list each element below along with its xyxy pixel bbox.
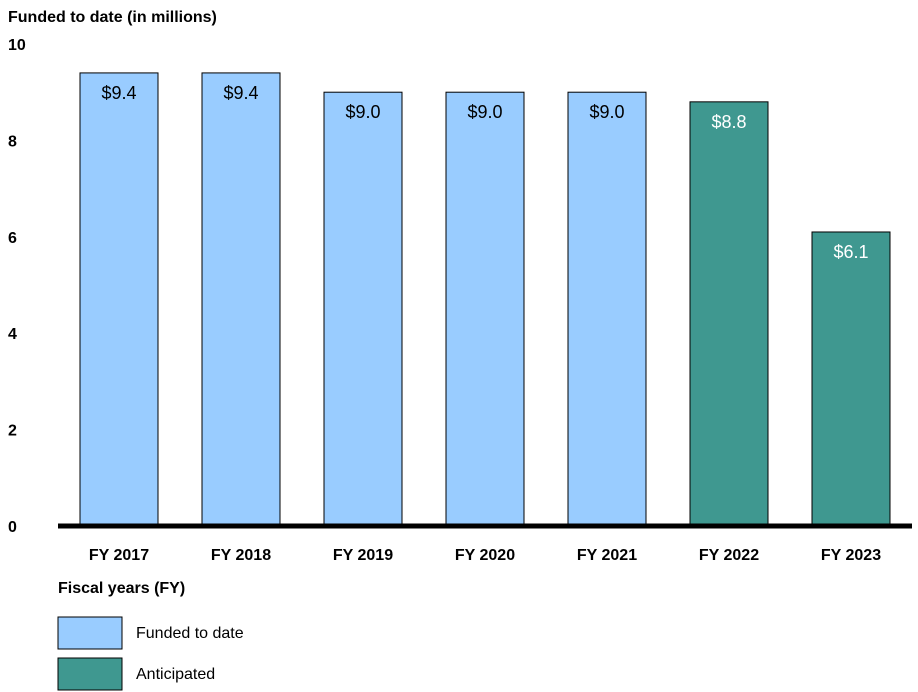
bar (567, 91, 647, 527)
legend: Funded to date Anticipated (57, 616, 244, 691)
y-tick-label: 2 (8, 423, 17, 440)
legend-swatch (57, 657, 123, 691)
bar (811, 231, 891, 527)
x-tick-label: FY 2020 (455, 547, 515, 564)
bar-data-label: $9.0 (345, 102, 380, 122)
bar (323, 91, 403, 527)
bar-data-label: $9.4 (223, 83, 258, 103)
bar-data-label: $9.0 (589, 102, 624, 122)
legend-swatch (57, 616, 123, 650)
legend-label: Funded to date (136, 625, 244, 642)
data-labels-group: $9.4 $9.4 $9.0 $9.0 $9.0 $8.8 $6.1 (101, 83, 868, 262)
x-tick-label: FY 2023 (821, 547, 881, 564)
bar (689, 101, 769, 527)
x-tick-label: FY 2017 (89, 547, 149, 564)
bar-data-label: $8.8 (711, 112, 746, 132)
bar-data-label: $9.0 (467, 102, 502, 122)
y-tick-label: 8 (8, 133, 17, 150)
y-tick-label: 6 (8, 230, 17, 247)
bar (445, 91, 525, 527)
y-tick-label: 0 (8, 519, 17, 536)
x-tick-label: FY 2019 (333, 547, 393, 564)
x-tick-label: FY 2021 (577, 547, 637, 564)
bar-data-label: $6.1 (833, 242, 868, 262)
y-axis-ticks: 0 2 4 6 8 10 (8, 37, 26, 536)
x-axis-ticks: FY 2017 FY 2018 FY 2019 FY 2020 FY 2021 FY 20… (89, 547, 881, 564)
y-tick-label: 4 (8, 326, 17, 343)
bar (201, 72, 281, 527)
bars-group (79, 72, 891, 527)
y-axis-title: Funded to date (in millions) (8, 9, 217, 26)
legend-label: Anticipated (136, 666, 215, 683)
bar-data-label: $9.4 (101, 83, 136, 103)
y-tick-label: 10 (8, 37, 26, 54)
x-tick-label: FY 2022 (699, 547, 759, 564)
bar (79, 72, 159, 527)
x-tick-label: FY 2018 (211, 547, 271, 564)
x-axis-title: Fiscal years (FY) (58, 580, 185, 597)
